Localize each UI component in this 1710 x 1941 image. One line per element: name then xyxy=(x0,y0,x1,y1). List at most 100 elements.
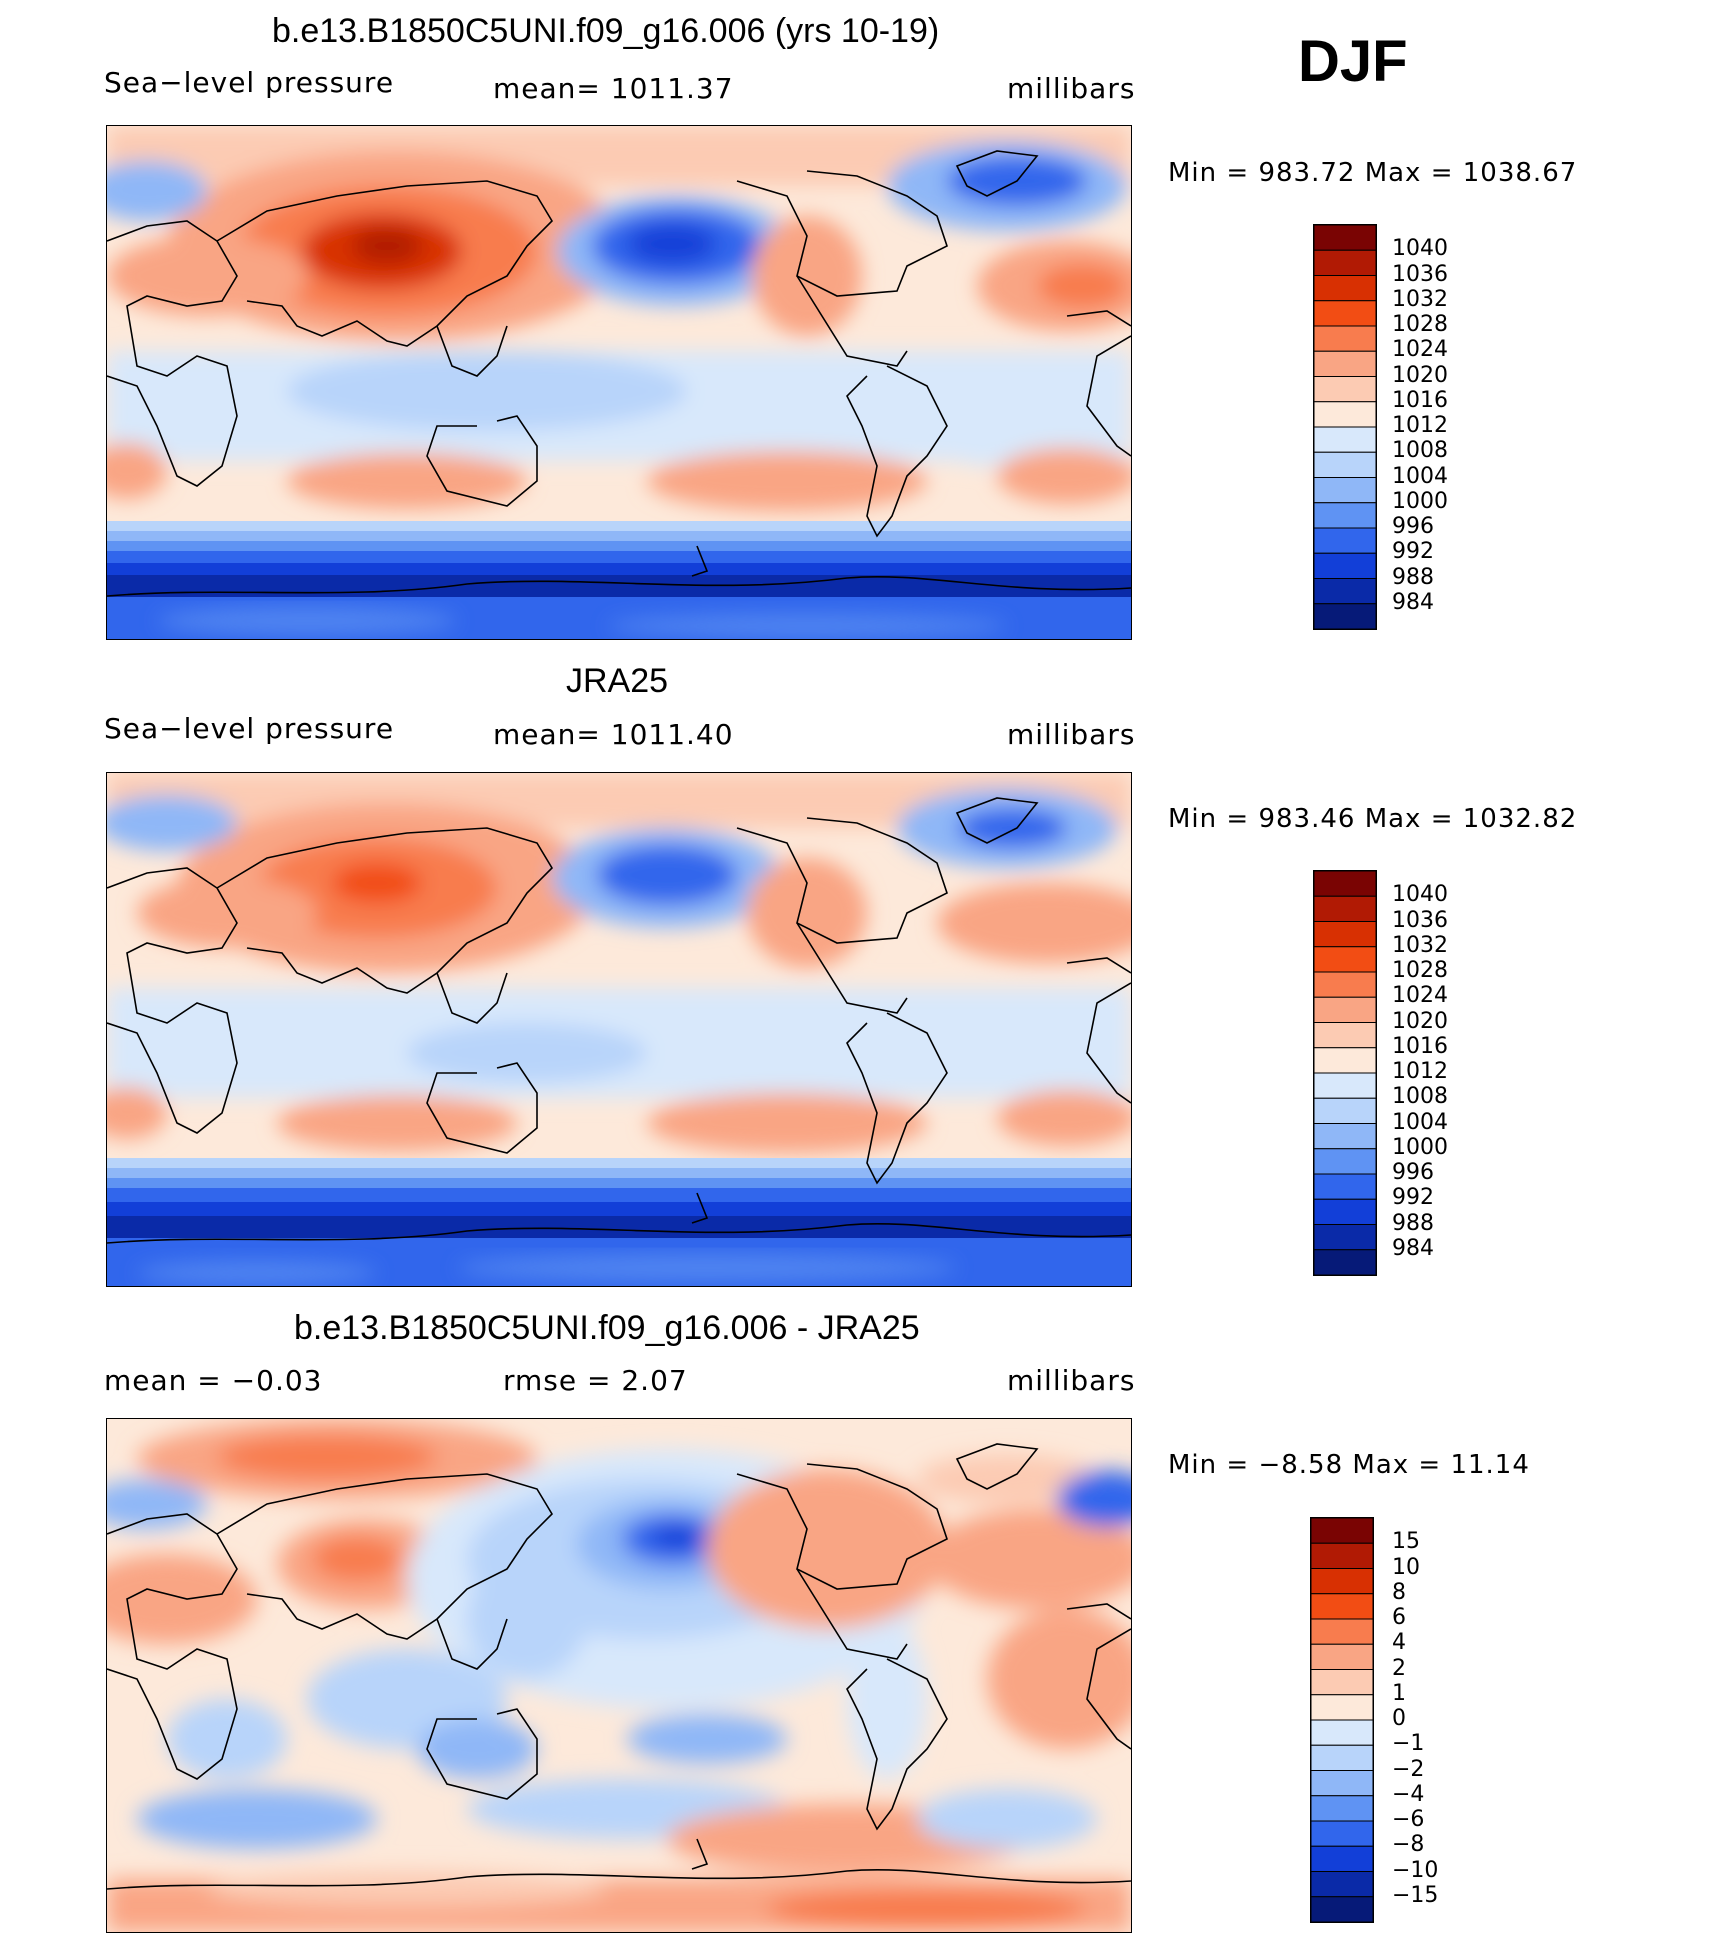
panel3-colorbar-swatch xyxy=(1310,1871,1374,1898)
panel2-colorbar-swatch xyxy=(1313,996,1377,1023)
panel2-colorbar-swatch xyxy=(1313,1047,1377,1074)
panel1-colorbar-tick-label: 1000 xyxy=(1392,488,1448,514)
panel2-colorbar-swatch xyxy=(1313,946,1377,973)
panel2-colorbar-swatch xyxy=(1313,1198,1377,1225)
panel2-colorbar-tick-label: 1020 xyxy=(1392,1008,1448,1034)
panel1-colorbar-tick-label: 1040 xyxy=(1392,236,1448,262)
panel3-colorbar-tick-label: −8 xyxy=(1392,1832,1425,1858)
panel2-colorbar-swatch xyxy=(1313,1022,1377,1049)
panel2-colorbar-swatch xyxy=(1313,1072,1377,1099)
panel2-colorbar-swatch xyxy=(1313,895,1377,922)
panel2-colorbar-tick-label: 1028 xyxy=(1392,958,1448,983)
panel1-colorbar xyxy=(1313,224,1377,630)
panel3-title: b.e13.B1850C5UNI.f09_g16.006 - JRA25 xyxy=(294,1309,920,1347)
panel1-colorbar-tick-label: 1020 xyxy=(1392,362,1448,388)
panel3-colorbar-swatch xyxy=(1310,1744,1374,1771)
panel3-colorbar-labels: 15 10 8 6 4 2 1 0 −1 −2 −4 −6 −8 −10 −15 xyxy=(1392,1517,1512,1921)
panel3-colorbar-tick-label: −2 xyxy=(1392,1756,1425,1782)
panel1-colorbar-tick-label: 1012 xyxy=(1392,413,1448,438)
panel1-colorbar-swatch xyxy=(1313,552,1377,579)
panel2-map xyxy=(106,772,1132,1287)
panel1-map xyxy=(106,125,1132,640)
panel3-colorbar-swatch xyxy=(1310,1795,1374,1822)
panel3-colorbar-swatch xyxy=(1310,1593,1374,1620)
panel1-colorbar-svg xyxy=(1313,224,1377,630)
panel3-colorbar-swatch xyxy=(1310,1770,1374,1797)
panel1-colorbar-tick-label: 996 xyxy=(1392,514,1434,539)
panel2-colorbar-swatch xyxy=(1313,971,1377,998)
panel1-colorbar-swatch xyxy=(1313,477,1377,504)
panel3-colorbar-tick-label: −6 xyxy=(1392,1807,1425,1832)
panel1-colorbar-tick-label: 1024 xyxy=(1392,337,1448,363)
panel3-colorbar xyxy=(1310,1517,1374,1923)
panel1-variable-label: Sea−level pressure xyxy=(104,66,395,99)
panel2-colorbar-swatch xyxy=(1313,1148,1377,1175)
panel1-colorbar-tick-label: 984 xyxy=(1392,589,1434,615)
panel3-mean-label: mean = −0.03 xyxy=(104,1364,323,1397)
panel2-colorbar-tick-label: 988 xyxy=(1392,1210,1434,1236)
panel1-colorbar-swatch xyxy=(1313,578,1377,605)
panel2-colorbar-labels: 1040 1036 1032 1028 1024 1020 1016 1012 1008 1004… xyxy=(1392,870,1512,1274)
panel1-units-label: millibars xyxy=(1007,72,1136,105)
panel2-colorbar-swatch xyxy=(1313,870,1377,897)
panel1-colorbar-tick-label: 988 xyxy=(1392,564,1434,590)
panel3-colorbar-tick-label: 2 xyxy=(1392,1655,1406,1681)
panel3-colorbar-tick-label: −1 xyxy=(1392,1731,1425,1757)
panel2-minmax: Min = 983.46 Max = 1032.82 xyxy=(1168,804,1578,834)
panel3-colorbar-swatch xyxy=(1310,1517,1374,1544)
panel1-colorbar-swatch xyxy=(1313,224,1377,251)
panel3-colorbar-tick-label: −10 xyxy=(1392,1857,1439,1883)
panel1-colorbar-tick-label: 1032 xyxy=(1392,286,1448,312)
panel2-colorbar-tick-label: 996 xyxy=(1392,1160,1434,1185)
panel1-colorbar-swatch xyxy=(1313,451,1377,478)
panel2-mean-label: mean= 1011.40 xyxy=(493,718,734,751)
panel3-colorbar-swatch xyxy=(1310,1568,1374,1595)
panel1-colorbar-swatch xyxy=(1313,350,1377,377)
panel1-colorbar-tick-label: 1028 xyxy=(1392,312,1448,337)
panel3-minmax: Min = −8.58 Max = 11.14 xyxy=(1168,1450,1530,1480)
panel1-colorbar-swatch xyxy=(1313,502,1377,529)
panel3-colorbar-tick-label: 15 xyxy=(1392,1529,1420,1555)
panel2-colorbar-tick-label: 1012 xyxy=(1392,1059,1448,1084)
panel3-colorbar-swatch xyxy=(1310,1618,1374,1645)
panel2-variable-label: Sea−level pressure xyxy=(104,712,395,745)
panel1-colorbar-tick-label: 1004 xyxy=(1392,463,1448,489)
panel1-colorbar-swatch xyxy=(1313,426,1377,453)
panel1-colorbar-swatch xyxy=(1313,249,1377,276)
panel3-colorbar-swatch xyxy=(1310,1719,1374,1746)
panel3-colorbar-swatch xyxy=(1310,1669,1374,1696)
panel3-units-label: millibars xyxy=(1007,1364,1136,1397)
panel3-colorbar-swatch xyxy=(1310,1542,1374,1569)
panel2-colorbar-swatch xyxy=(1313,1123,1377,1150)
panel1-colorbar-swatch xyxy=(1313,300,1377,327)
panel2-colorbar-tick-label: 1016 xyxy=(1392,1033,1448,1059)
panel2-colorbar-swatch xyxy=(1313,1173,1377,1200)
panel3-colorbar-swatch xyxy=(1310,1896,1374,1923)
panel3-colorbar-tick-label: 0 xyxy=(1392,1706,1406,1731)
panel1-minmax: Min = 983.72 Max = 1038.67 xyxy=(1168,158,1578,188)
panel1-colorbar-tick-label: 1036 xyxy=(1392,261,1448,287)
panel3-colorbar-tick-label: 1 xyxy=(1392,1680,1406,1706)
panel2-colorbar-tick-label: 1004 xyxy=(1392,1109,1448,1135)
panel2-colorbar xyxy=(1313,870,1377,1276)
panel2-colorbar-tick-label: 1032 xyxy=(1392,932,1448,958)
panel1-colorbar-swatch xyxy=(1313,325,1377,352)
panel2-colorbar-tick-label: 1024 xyxy=(1392,983,1448,1009)
panel2-colorbar-swatch xyxy=(1313,1249,1377,1276)
panel2-title: JRA25 xyxy=(566,662,669,700)
panel1-colorbar-tick-label: 1008 xyxy=(1392,438,1448,464)
panel2-colorbar-tick-label: 1036 xyxy=(1392,907,1448,933)
panel1-colorbar-tick-label: 992 xyxy=(1392,539,1434,565)
panel3-colorbar-svg xyxy=(1310,1517,1374,1923)
panel3-colorbar-tick-label: 8 xyxy=(1392,1579,1406,1605)
panel1-colorbar-swatch xyxy=(1313,376,1377,403)
panel1-mean-label: mean= 1011.37 xyxy=(493,72,734,105)
panel3-colorbar-swatch xyxy=(1310,1643,1374,1670)
panel2-colorbar-swatch xyxy=(1313,1097,1377,1124)
panel2-colorbar-tick-label: 992 xyxy=(1392,1185,1434,1211)
panel2-colorbar-tick-label: 1040 xyxy=(1392,882,1448,908)
panel1-colorbar-swatch xyxy=(1313,527,1377,554)
panel2-colorbar-swatch xyxy=(1313,921,1377,948)
panel3-colorbar-tick-label: −15 xyxy=(1392,1882,1439,1908)
panel2-colorbar-svg xyxy=(1313,870,1377,1276)
